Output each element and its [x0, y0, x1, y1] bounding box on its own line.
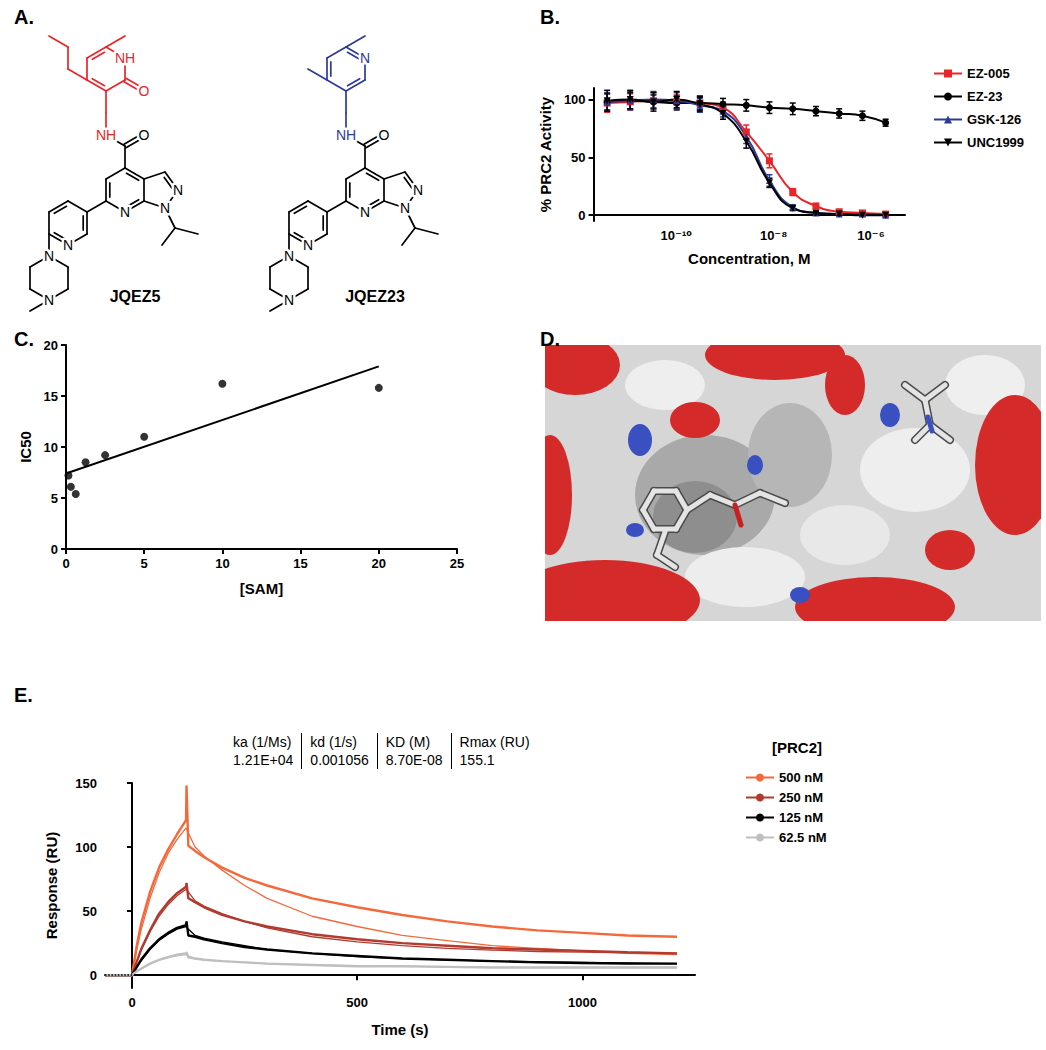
svg-text:NH: NH [96, 127, 116, 143]
svg-text:1000: 1000 [568, 995, 597, 1010]
svg-text:Time (s): Time (s) [371, 1021, 428, 1038]
svg-text:500 nM: 500 nM [779, 770, 823, 785]
html-text:ka (1/Ms): ka (1/Ms) [233, 734, 292, 750]
svg-text:N: N [63, 237, 73, 253]
html-text:155.1: 155.1 [459, 752, 495, 768]
svg-text:10⁻¹⁰: 10⁻¹⁰ [661, 228, 693, 243]
svg-text:20: 20 [44, 338, 58, 353]
svg-text:N: N [360, 204, 370, 220]
svg-text:15: 15 [293, 556, 307, 571]
svg-text:50: 50 [571, 150, 585, 165]
svg-text:0: 0 [62, 556, 69, 571]
svg-text:JQEZ23: JQEZ23 [345, 288, 405, 305]
svg-text:62.5 nM: 62.5 nM [779, 830, 827, 845]
svg-text:O: O [379, 127, 390, 143]
svg-text:N: N [303, 237, 313, 253]
svg-text:10⁻⁶: 10⁻⁶ [857, 228, 884, 243]
svg-text:Concentration, M: Concentration, M [688, 250, 811, 267]
svg-text:N: N [284, 292, 294, 308]
svg-text:100: 100 [75, 840, 97, 855]
svg-text:N: N [413, 182, 423, 198]
svg-text:EZ-23: EZ-23 [967, 89, 1002, 104]
html-text:kd (1/s): kd (1/s) [310, 734, 357, 750]
html-text:KD (M): KD (M) [385, 734, 431, 750]
svg-text:10: 10 [44, 440, 58, 455]
svg-text:N: N [44, 248, 54, 264]
svg-text:% PRC2 Activity: % PRC2 Activity [537, 96, 554, 212]
svg-text:250 nM: 250 nM [779, 790, 823, 805]
svg-text:10: 10 [215, 556, 229, 571]
svg-text:150: 150 [75, 776, 97, 791]
html-text:1.21E+04: 1.21E+04 [233, 752, 294, 768]
svg-text:Response (RU): Response (RU) [43, 832, 60, 940]
svg-text:50: 50 [83, 904, 97, 919]
html-text:0.001056: 0.001056 [310, 752, 369, 768]
svg-text:N: N [173, 182, 183, 198]
svg-text:20: 20 [372, 556, 386, 571]
svg-text:125 nM: 125 nM [779, 810, 823, 825]
svg-text:UNC1999: UNC1999 [967, 135, 1024, 150]
html-text:C.: C. [14, 328, 34, 350]
html-text:8.70E-08: 8.70E-08 [385, 752, 443, 768]
svg-text:EZ-005: EZ-005 [967, 66, 1010, 81]
html-text:D.: D. [540, 328, 560, 350]
svg-text:15: 15 [44, 389, 58, 404]
html-text:E.: E. [14, 684, 33, 706]
svg-text:NH: NH [115, 50, 135, 66]
svg-text:O: O [139, 83, 150, 99]
svg-text:[PRC2]: [PRC2] [772, 739, 822, 756]
svg-text:500: 500 [346, 995, 368, 1010]
html-text:A.: A. [14, 6, 34, 28]
svg-text:100: 100 [564, 92, 586, 107]
svg-text:0: 0 [90, 968, 97, 983]
svg-text:N: N [360, 50, 370, 66]
svg-text:10⁻⁸: 10⁻⁸ [760, 228, 787, 243]
svg-text:IC50: IC50 [17, 431, 34, 463]
svg-text:25: 25 [450, 556, 464, 571]
svg-text:O: O [139, 127, 150, 143]
html-text:Rmax (RU): Rmax (RU) [459, 734, 530, 750]
svg-text:5: 5 [51, 491, 58, 506]
svg-text:N: N [120, 204, 130, 220]
svg-text:0: 0 [578, 208, 585, 223]
svg-text:[SAM]: [SAM] [240, 580, 283, 597]
svg-text:N: N [44, 292, 54, 308]
html-text:B.: B. [540, 6, 560, 28]
svg-text:N: N [284, 248, 294, 264]
svg-text:N: N [400, 200, 410, 216]
svg-text:NH: NH [336, 127, 356, 143]
svg-text:0: 0 [51, 542, 58, 557]
svg-text:5: 5 [141, 556, 148, 571]
svg-text:0: 0 [128, 995, 135, 1010]
svg-text:JQEZ5: JQEZ5 [110, 288, 161, 305]
svg-text:N: N [160, 200, 170, 216]
svg-text:GSK-126: GSK-126 [967, 112, 1021, 127]
